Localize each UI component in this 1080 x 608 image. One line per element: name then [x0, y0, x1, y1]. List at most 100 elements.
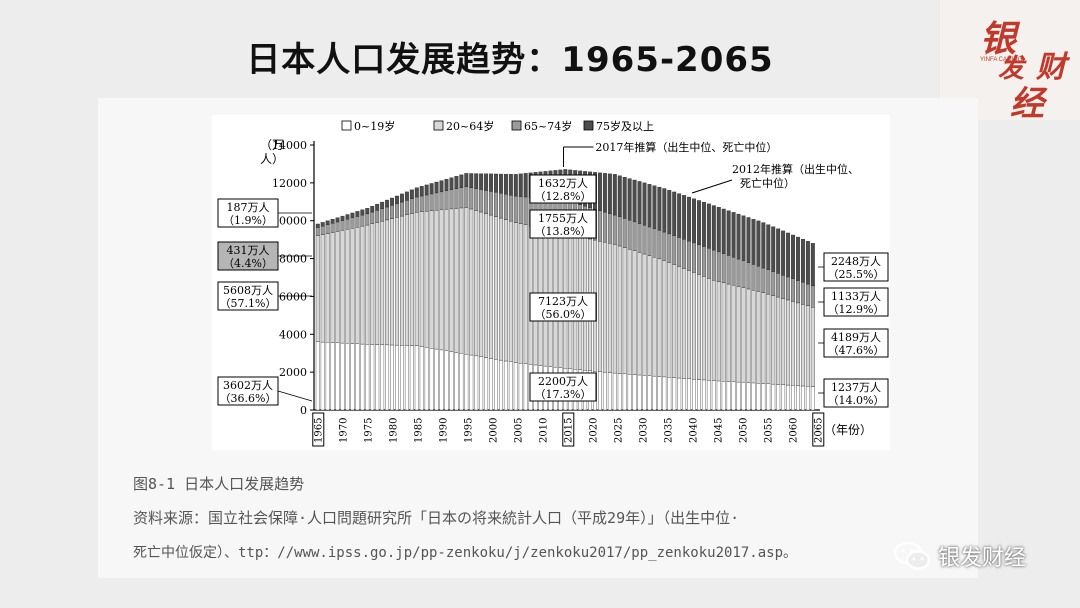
- bar-segment: [429, 183, 434, 195]
- y-tick-label: 12000: [272, 177, 307, 190]
- bar-segment: [741, 215, 746, 262]
- bar-segment: [786, 276, 791, 301]
- label-2015-3-box: [529, 372, 597, 402]
- bar-segment: [315, 223, 320, 228]
- bar-segment: [449, 208, 454, 352]
- bar-segment: [464, 207, 469, 355]
- bar-segment: [340, 220, 345, 231]
- bar-segment: [647, 226, 652, 256]
- bar-segment: [662, 231, 667, 261]
- x-tick-label: 1990: [438, 418, 449, 443]
- bar-segment: [385, 219, 390, 346]
- label-1965-1-percent: （4.4%）: [223, 257, 273, 270]
- label-2015-2-box: [529, 292, 597, 322]
- label-1965-pointer: [277, 390, 313, 402]
- bar-segment: [340, 215, 345, 221]
- projection-2012-label-2: 死亡中位）: [740, 176, 795, 190]
- legend-label: 65~74岁: [524, 119, 572, 133]
- bar-segment: [706, 248, 711, 279]
- bar-segment: [810, 307, 815, 387]
- bar-segment: [320, 234, 325, 343]
- bar-segment: [494, 359, 498, 411]
- label-2015-0-box: [529, 174, 597, 204]
- bar-segment: [721, 282, 726, 382]
- bar-segment: [409, 213, 414, 346]
- label-2065-1-percent: （12.9%）: [828, 303, 885, 316]
- y-tick-label: 14000: [272, 139, 307, 152]
- bar-segment: [716, 380, 721, 411]
- legend-label: 75岁及以上: [596, 119, 654, 133]
- bar-segment: [355, 211, 360, 217]
- bar-segment: [716, 281, 721, 382]
- bar-segment: [672, 191, 677, 236]
- bar-segment: [395, 344, 399, 411]
- bar-segment: [791, 278, 795, 302]
- projection-2012-pointer: [691, 179, 733, 194]
- bar-segment: [791, 301, 795, 386]
- bar-segment: [796, 385, 800, 411]
- bar-segment: [810, 243, 815, 287]
- bar-segment: [746, 382, 751, 411]
- bar-segment: [503, 194, 508, 220]
- bar-segment: [474, 210, 479, 357]
- bar-segment: [345, 219, 350, 230]
- bar-segment: [414, 196, 419, 213]
- bar-segment: [459, 187, 464, 209]
- bar-segment: [330, 232, 335, 343]
- bar-segment: [602, 173, 607, 213]
- bar-segment: [484, 213, 489, 358]
- bar-segment: [657, 230, 662, 260]
- bar-segment: [642, 182, 647, 226]
- label-2065-1-value: 1133万人: [831, 290, 881, 303]
- bar-segment: [692, 242, 696, 273]
- bar-segment: [409, 198, 414, 214]
- bar-segment: [360, 225, 365, 345]
- bar-segment: [350, 212, 355, 219]
- bar-segment: [459, 207, 464, 354]
- bar-segment: [731, 212, 736, 258]
- bar-segment: [325, 220, 330, 225]
- bar-segment: [449, 351, 454, 411]
- bar-segment: [692, 198, 696, 244]
- bar-segment: [687, 270, 692, 379]
- bar-segment: [756, 291, 761, 384]
- bar-segment: [345, 229, 350, 344]
- x-tick-label: 2045: [713, 418, 724, 443]
- bar-segment: [523, 196, 528, 225]
- bar-segment: [429, 210, 434, 349]
- bar-segment: [602, 242, 607, 373]
- bar-segment: [320, 341, 325, 411]
- wechat-icon: [893, 541, 931, 570]
- bar-segment: [395, 217, 399, 346]
- bar-segment: [677, 266, 682, 379]
- bar-segment: [404, 345, 409, 411]
- bar-segment: [800, 304, 805, 387]
- bar-segment: [419, 211, 424, 347]
- x-tick-label: 1970: [338, 418, 349, 443]
- population-chart: 0 2000 4000 6000 8000 10000 12000 14000（万人） 0~19…: [217, 119, 889, 447]
- bar-segment: [805, 305, 810, 387]
- bar-segment: [424, 347, 429, 411]
- bar-segment: [518, 363, 523, 411]
- bar-segment: [761, 383, 766, 411]
- x-tick-box: [562, 412, 575, 447]
- bar-segment: [523, 363, 528, 411]
- label-1965-1-value: 431万人: [227, 244, 270, 257]
- x-tick-box: [812, 412, 825, 447]
- bar-segment: [523, 173, 528, 198]
- legend-swatch: [511, 120, 522, 131]
- bar-segment: [315, 235, 320, 342]
- bar-segment: [350, 217, 355, 229]
- bar-segment: [632, 179, 637, 223]
- label-1965-3-box: [217, 376, 279, 406]
- bar-segment: [667, 377, 672, 411]
- bar-segment: [771, 383, 776, 411]
- y-tick-label: 8000: [279, 253, 307, 266]
- bar-segment: [637, 252, 642, 376]
- bar-segment: [736, 381, 741, 411]
- bar-segment: [697, 274, 701, 380]
- bar-segment: [404, 191, 409, 201]
- bar-segment: [776, 273, 781, 298]
- bar-segment: [498, 359, 503, 411]
- figure-caption: 图8-1 日本人口发展趋势: [133, 475, 305, 493]
